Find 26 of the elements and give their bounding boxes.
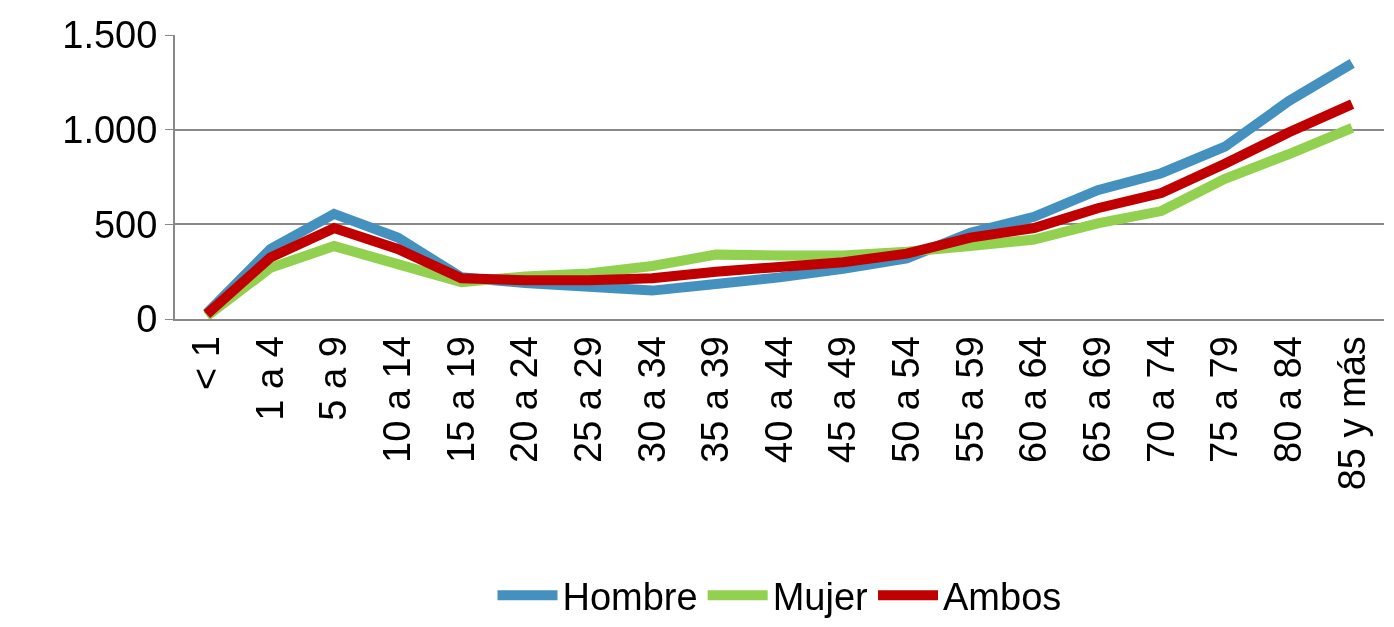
x-tick-label: 5 a 9 (312, 336, 355, 421)
x-tick-label: 45 a 49 (821, 336, 864, 463)
x-tick-label: 40 a 44 (757, 336, 800, 463)
y-tick-label: 0 (136, 298, 158, 341)
x-tick-label: 15 a 19 (439, 336, 482, 463)
x-tick-label: 85 y más (1330, 336, 1373, 491)
legend-label: Ambos (943, 576, 1062, 619)
legend-label: Mujer (772, 576, 869, 619)
x-tick-label: 75 a 79 (1203, 336, 1246, 463)
x-tick-label: 60 a 64 (1012, 336, 1055, 463)
x-tick-label: 65 a 69 (1076, 336, 1119, 463)
x-tick-label: 55 a 59 (948, 336, 991, 463)
x-tick-label: 20 a 24 (503, 336, 546, 463)
x-tick-label: 80 a 84 (1266, 336, 1309, 463)
x-tick-label: 70 a 74 (1139, 336, 1182, 463)
x-tick-label: 50 a 54 (885, 336, 928, 463)
x-tick-label: 25 a 29 (566, 336, 609, 463)
x-tick-label: < 1 (185, 336, 228, 391)
x-tick-label: 1 a 4 (248, 336, 291, 421)
x-tick-label: 30 a 34 (630, 336, 673, 463)
y-tick-label: 1.000 (62, 108, 158, 151)
x-tick-label: 35 a 39 (694, 336, 737, 463)
x-tick-label: 10 a 14 (376, 336, 419, 463)
y-tick-label: 1.500 (62, 14, 158, 57)
legend-label: Hombre (562, 576, 698, 619)
y-tick-label: 500 (93, 203, 158, 246)
